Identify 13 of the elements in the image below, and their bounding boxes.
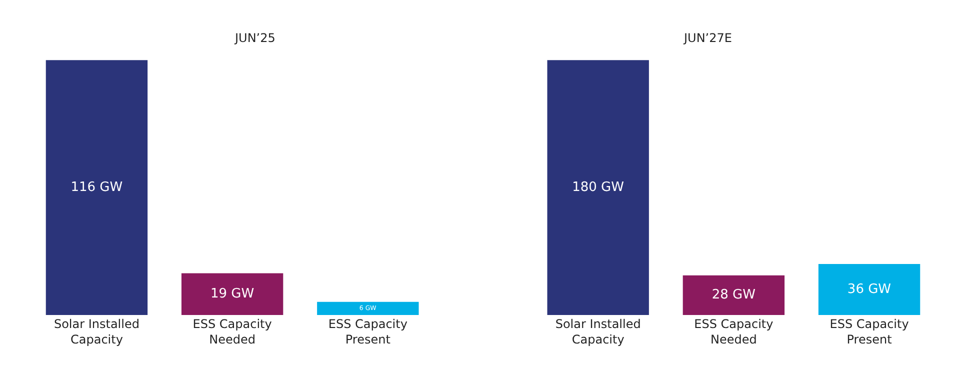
x-tick-label: ESS Capacity Needed — [694, 317, 774, 347]
data-label: 116 GW — [70, 180, 123, 196]
x-tick-label: Solar Installed Capacity — [54, 317, 140, 347]
x-tick-label: ESS Capacity Needed — [192, 317, 272, 347]
x-tick-label: Solar Installed Capacity — [555, 317, 641, 347]
data-label: 28 GW — [712, 288, 756, 303]
x-tick-label: ESS Capacity Present — [328, 317, 408, 347]
chart-title: JUN’27E — [683, 31, 732, 45]
chart-title: JUN’25 — [234, 31, 276, 45]
x-tick-label: ESS Capacity Present — [830, 317, 909, 347]
data-label: 180 GW — [572, 180, 624, 196]
data-label: 36 GW — [847, 282, 892, 298]
data-label: 19 GW — [210, 286, 254, 302]
